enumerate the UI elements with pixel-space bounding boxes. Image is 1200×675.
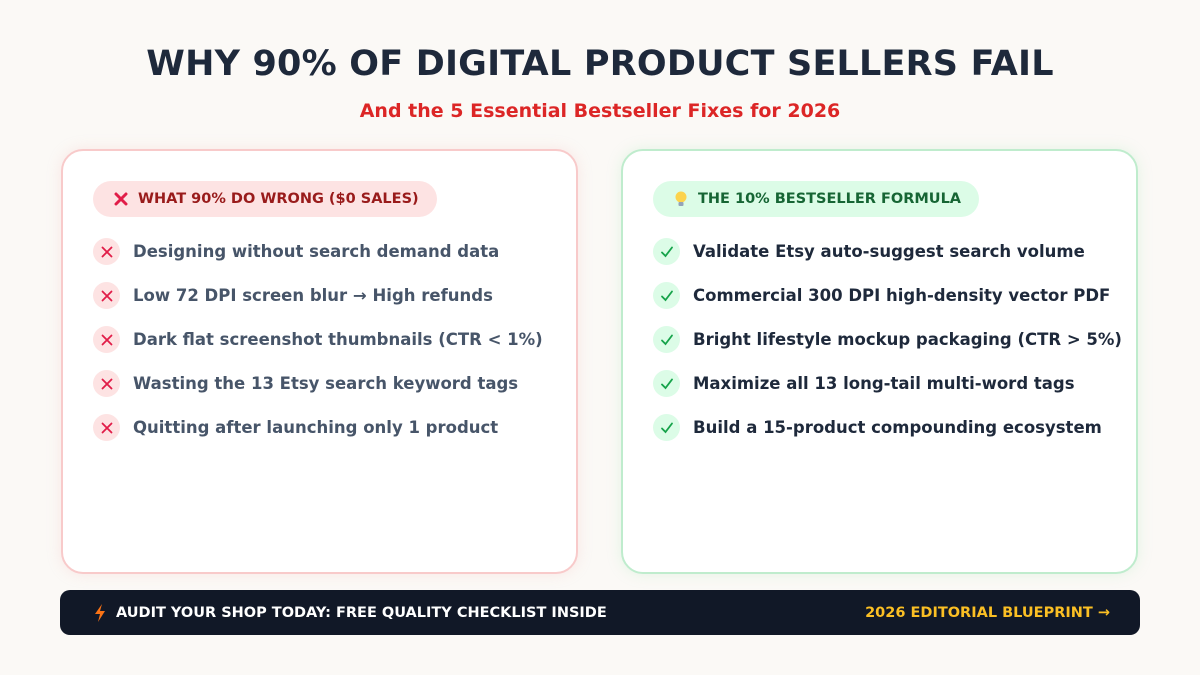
panel-heading: WHAT 90% DO WRONG ($0 SALES) (93, 181, 437, 217)
check-icon (653, 282, 680, 309)
title: WHY 90% OF DIGITAL PRODUCT SELLERS FAIL (146, 44, 1054, 84)
cross-icon (114, 192, 128, 206)
item-text: Build a 15-product compounding ecosystem (693, 418, 1102, 437)
panel-heading: THE 10% BESTSELLER FORMULA (653, 181, 980, 217)
item-text: Bright lifestyle mockup packaging (CTR >… (693, 330, 1122, 349)
list-item: Build a 15-product compounding ecosystem (653, 414, 1102, 441)
item-text: Quitting after launching only 1 product (133, 418, 499, 437)
item-text: Dark flat screenshot thumbnails (CTR < 1… (133, 330, 543, 349)
footer-bar: AUDIT YOUR SHOP TODAY: FREE QUALITY CHEC… (60, 590, 1140, 635)
cross-icon (93, 238, 120, 265)
list-item: Wasting the 13 Etsy search keyword tags (93, 370, 518, 397)
footer-left: AUDIT YOUR SHOP TODAY: FREE QUALITY CHEC… (94, 603, 607, 622)
list-item: Low 72 DPI screen blur → High refunds (93, 282, 493, 309)
item-text: Maximize all 13 long-tail multi-word tag… (693, 374, 1075, 393)
mistakes-panel: WHAT 90% DO WRONG ($0 SALES) Designing w… (61, 149, 578, 574)
heading-text: THE 10% BESTSELLER FORMULA (698, 191, 962, 207)
footer-text: AUDIT YOUR SHOP TODAY: FREE QUALITY CHEC… (116, 604, 607, 621)
item-text: Wasting the 13 Etsy search keyword tags (133, 374, 519, 393)
check-icon (653, 326, 680, 353)
list-item: Maximize all 13 long-tail multi-word tag… (653, 370, 1075, 397)
check-icon (653, 238, 680, 265)
formula-panel: THE 10% BESTSELLER FORMULA Validate Etsy… (621, 149, 1138, 574)
list-item: Dark flat screenshot thumbnails (CTR < 1… (93, 326, 543, 353)
check-icon (653, 370, 680, 397)
cross-icon (93, 326, 120, 353)
bulb-icon (675, 191, 687, 206)
list-item: Quitting after launching only 1 product (93, 414, 498, 441)
item-text: Validate Etsy auto-suggest search volume (693, 242, 1085, 261)
list-item: Designing without search demand data (93, 238, 499, 265)
item-text: Low 72 DPI screen blur → High refunds (133, 286, 493, 305)
cross-icon (93, 414, 120, 441)
heading-text: WHAT 90% DO WRONG ($0 SALES) (138, 191, 419, 207)
cross-icon (93, 370, 120, 397)
bolt-icon (95, 603, 105, 622)
cross-icon (93, 282, 120, 309)
list-item: Bright lifestyle mockup packaging (CTR >… (653, 326, 1122, 353)
item-text: Designing without search demand data (133, 242, 500, 261)
footer-link: 2026 EDITORIAL BLUEPRINT → (865, 604, 1110, 621)
list-item: Validate Etsy auto-suggest search volume (653, 238, 1085, 265)
check-icon (653, 414, 680, 441)
list-item: Commercial 300 DPI high-density vector P… (653, 282, 1110, 309)
subtitle: And the 5 Essential Bestseller Fixes for… (359, 100, 841, 122)
item-text: Commercial 300 DPI high-density vector P… (693, 286, 1111, 305)
